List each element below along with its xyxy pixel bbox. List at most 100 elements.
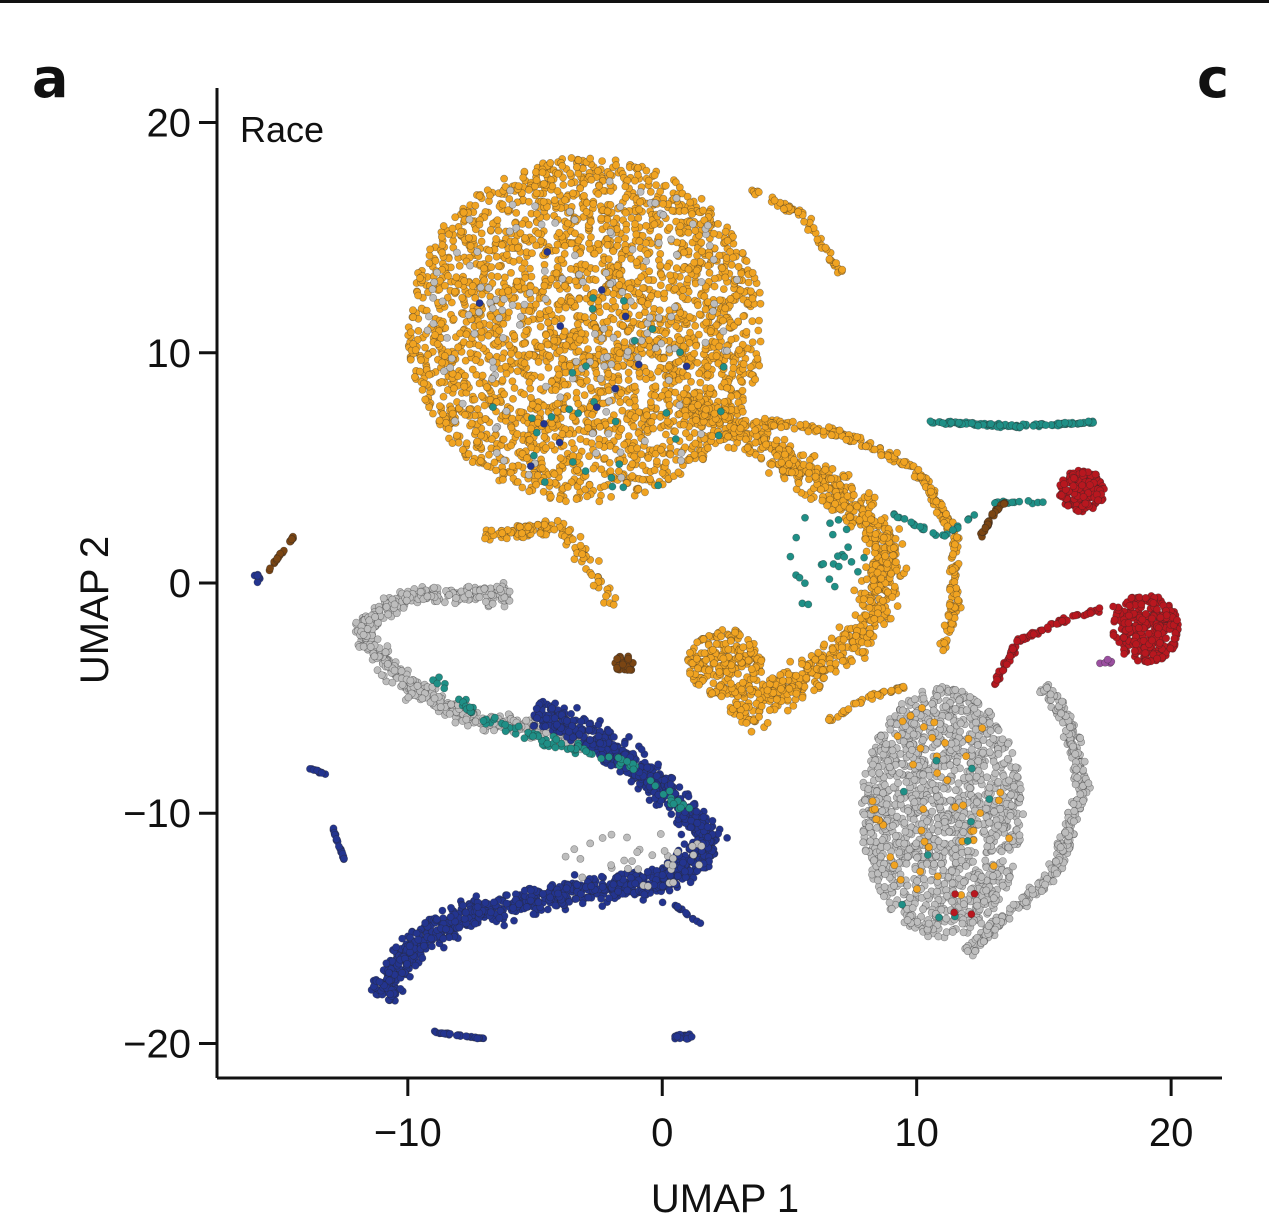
data-point <box>848 484 856 493</box>
data-point <box>555 346 564 355</box>
data-point <box>476 457 485 465</box>
data-point <box>526 264 534 273</box>
data-point <box>893 448 901 457</box>
data-point <box>510 384 519 392</box>
data-point <box>609 289 618 298</box>
data-point <box>706 384 715 393</box>
data-point <box>569 189 577 198</box>
data-point <box>435 416 444 425</box>
data-point <box>736 286 745 295</box>
data-point <box>609 600 618 609</box>
data-point <box>635 237 644 246</box>
data-point <box>543 340 552 349</box>
data-point <box>451 287 459 296</box>
data-point <box>870 445 879 454</box>
data-point <box>706 327 715 336</box>
data-point <box>553 407 562 416</box>
data-point <box>884 452 892 460</box>
data-point <box>777 685 785 693</box>
data-point <box>584 345 592 353</box>
data-point <box>660 289 669 298</box>
data-point <box>869 576 878 584</box>
data-point <box>439 392 448 401</box>
data-point <box>536 373 545 381</box>
data-point <box>574 156 583 165</box>
data-point <box>877 451 886 460</box>
data-point <box>631 220 639 228</box>
data-point <box>765 706 774 715</box>
data-point <box>724 443 733 452</box>
data-point <box>655 306 664 315</box>
data-point <box>681 412 690 420</box>
data-point <box>468 281 477 290</box>
data-point <box>406 328 415 337</box>
data-point <box>520 339 529 348</box>
data-point <box>575 294 583 303</box>
data-point <box>525 350 534 359</box>
data-point <box>721 227 730 236</box>
data-point <box>820 640 829 649</box>
data-point <box>723 383 731 392</box>
data-point <box>468 458 477 466</box>
data-point <box>838 265 847 274</box>
data-point <box>738 407 747 416</box>
data-point <box>494 262 503 271</box>
data-point <box>536 529 545 538</box>
data-point <box>889 551 897 560</box>
data-point <box>444 425 453 433</box>
data-point <box>509 257 518 266</box>
data-point <box>683 371 692 380</box>
data-point <box>879 533 888 542</box>
data-point <box>617 389 625 398</box>
data-point <box>870 615 879 623</box>
data-point <box>692 654 701 663</box>
data-point <box>399 604 408 612</box>
data-point <box>566 297 575 306</box>
data-point <box>781 450 789 459</box>
data-point <box>748 268 757 277</box>
data-point <box>485 246 494 255</box>
data-point <box>624 376 633 384</box>
data-point <box>550 470 559 479</box>
data-point <box>742 257 751 265</box>
data-point <box>739 678 747 687</box>
data-point <box>561 368 570 377</box>
data-point <box>650 220 659 229</box>
data-point <box>690 258 699 267</box>
data-point <box>481 534 489 543</box>
data-point <box>498 354 507 363</box>
data-point <box>642 221 650 230</box>
data-point <box>587 175 596 184</box>
data-point <box>678 292 687 301</box>
data-point <box>657 270 665 279</box>
data-point <box>630 452 639 461</box>
data-point <box>633 444 642 453</box>
data-point <box>527 393 535 402</box>
data-point <box>462 439 471 448</box>
data-point <box>448 439 457 447</box>
data-point <box>487 312 495 321</box>
data-point <box>540 432 549 441</box>
data-point <box>595 557 603 565</box>
data-point <box>454 343 462 352</box>
data-point <box>637 273 645 281</box>
data-point <box>644 300 652 308</box>
data-point <box>729 364 738 372</box>
data-point <box>618 406 627 415</box>
data-point <box>525 487 534 496</box>
data-point <box>425 259 434 268</box>
data-point <box>471 356 480 365</box>
data-point <box>642 166 651 175</box>
data-point <box>572 495 581 503</box>
data-point <box>517 408 526 416</box>
data-point <box>620 338 629 346</box>
data-point <box>746 363 755 371</box>
data-point <box>566 264 575 273</box>
data-point <box>585 452 593 461</box>
data-point <box>946 585 954 594</box>
data-point <box>514 182 523 190</box>
data-point <box>831 499 839 508</box>
data-point <box>695 310 704 319</box>
data-point <box>686 648 694 657</box>
data-point <box>532 189 541 198</box>
